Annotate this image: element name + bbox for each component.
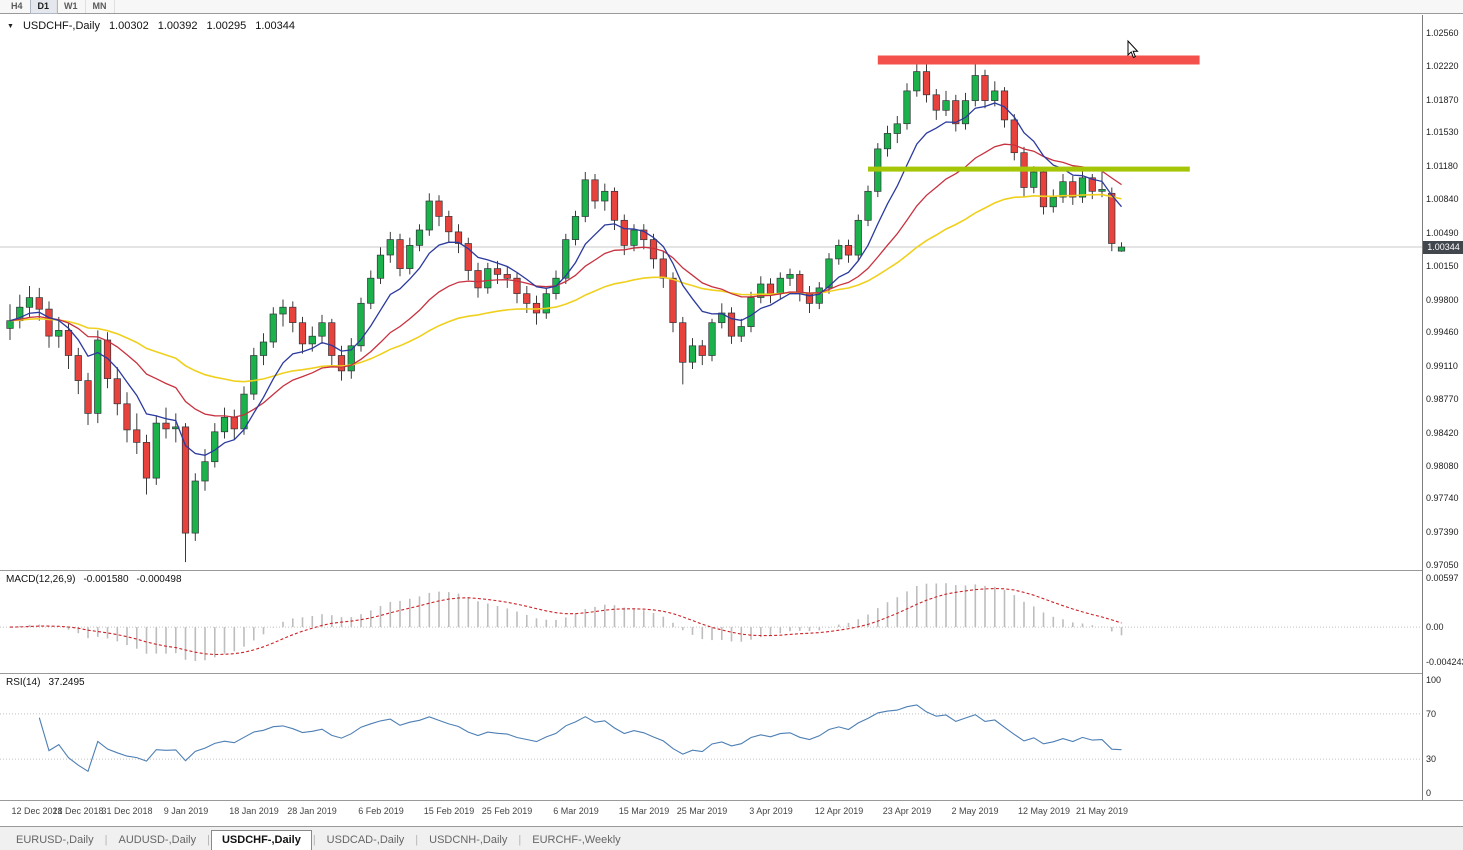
mouse-cursor [1127,39,1139,59]
date-axis-label: 6 Mar 2019 [553,806,599,816]
price-axis-label: 0.99110 [1426,361,1458,372]
chart-tab-audusd-daily[interactable]: AUDUSD-,Daily [118,834,197,846]
macd-axis-label: 0.00597 [1426,573,1459,583]
tab-divider: | [312,834,316,846]
rsi-value: 37.2495 [48,677,85,688]
rsi-label: RSI(14) 37.2495 [6,677,85,688]
date-axis-label: 9 Jan 2019 [163,806,209,816]
high-value: 1.00392 [157,20,198,32]
price-axis-label: 1.00150 [1426,260,1459,271]
macd-name: MACD(12,26,9) [6,574,76,585]
date-axis-label: 6 Feb 2019 [358,806,404,816]
low-value: 1.00295 [206,20,247,32]
chart-tab-bar: EURUSD-,Daily | AUDUSD-,Daily | USDCHF-,Dail… [0,827,1463,850]
current-price-badge: 1.00344 [1423,240,1463,254]
date-axis-label: 3 Apr 2019 [749,806,793,816]
date-axis-label: 25 Feb 2019 [481,806,533,816]
macd-main-value: -0.001580 [83,574,129,585]
price-axis-label: 1.02220 [1426,60,1459,71]
macd-plot[interactable] [0,571,1422,673]
panel-separator [0,673,1463,674]
price-axis[interactable]: 1.02560 1.02220 1.01870 1.01530 1.01180 1.008… [1422,15,1463,800]
candlestick-plot[interactable] [0,15,1422,570]
symbol-timeframe-label: USDCHF-,Daily [22,20,100,32]
rsi-plot[interactable] [0,674,1422,800]
main-chart-panel[interactable]: ▼ USDCHF-,Daily 1.00302 1.00392 1.00295 … [0,15,1422,570]
date-axis-label: 15 Mar 2019 [618,806,670,816]
open-value: 1.00302 [108,20,149,32]
date-axis-label: 31 Dec 2018 [101,806,153,816]
macd-axis-label: -0.004243 [1426,657,1463,667]
chart-tab-usdchf-daily[interactable]: USDCHF-,Daily [210,830,312,850]
price-axis-label: 0.97390 [1426,527,1459,538]
price-axis-label: 1.00490 [1426,227,1459,238]
price-axis-label: 0.98770 [1426,393,1459,404]
price-axis-label: 0.99800 [1426,294,1459,305]
macd-signal-value: -0.000498 [136,574,182,585]
macd-axis-label: 0.00 [1426,622,1444,633]
price-axis-label: 1.02560 [1426,28,1459,38]
date-axis-label: 12 Dec 2018 [11,806,63,816]
panel-separator [0,800,1463,801]
timeframe-button-w1[interactable]: W1 [57,0,86,13]
date-axis-label: 15 Feb 2019 [423,806,475,816]
chart-tab-eurusd-daily[interactable]: EURUSD-,Daily [16,834,94,846]
price-axis-label: 0.97740 [1426,493,1459,504]
date-axis-label: 18 Jan 2019 [229,806,279,816]
date-axis-label: 23 Apr 2019 [882,806,932,816]
close-value: 1.00344 [255,20,295,32]
tab-divider: | [518,834,522,846]
price-axis-label: 0.98420 [1426,427,1459,438]
timeframe-button-d1[interactable]: D1 [29,0,59,14]
price-axis-label: 1.01180 [1426,161,1458,172]
price-axis-label: 1.00840 [1426,194,1459,205]
price-axis-label: 1.01870 [1426,94,1459,105]
macd-label: MACD(12,26,9) -0.001580 -0.000498 [6,574,182,585]
chart-tab-usdcad-daily[interactable]: USDCAD-,Daily [326,834,405,846]
support-line [868,166,1190,172]
date-axis-label: 2 May 2019 [951,806,999,816]
chart-tab-usdcnh-daily[interactable]: USDCNH-,Daily [429,834,508,846]
symbol-dropdown-icon[interactable]: ▼ [7,22,14,30]
chart-tab-eurchf-weekly[interactable]: EURCHF-,Weekly [532,834,621,846]
date-axis-label: 12 May 2019 [1017,806,1071,816]
date-axis-label: 21 Dec 2018 [52,806,104,816]
timeframe-toolbar: H4 D1 W1 MN [0,0,1463,14]
date-axis[interactable]: 12 Dec 2018 21 Dec 2018 31 Dec 2018 9 Jan 2… [0,801,1422,826]
date-axis-label: 12 Apr 2019 [814,806,864,816]
rsi-name: RSI(14) [6,677,41,688]
rsi-axis-label: 100 [1426,675,1442,685]
price-axis-label: 0.98080 [1426,460,1459,471]
price-axis-label: 0.97050 [1426,560,1459,570]
tab-divider: | [207,834,210,846]
rsi-axis-label: 0 [1426,788,1432,798]
panel-separator [0,570,1463,571]
price-axis-label: 0.99460 [1426,327,1459,338]
tab-divider: | [104,834,108,846]
rsi-panel[interactable]: RSI(14) 37.2495 [0,674,1422,800]
timeframe-button-mn[interactable]: MN [86,0,115,13]
resistance-line [877,55,1200,65]
rsi-axis-label: 70 [1426,708,1437,719]
macd-panel[interactable]: MACD(12,26,9) -0.001580 -0.000498 [0,571,1422,673]
timeframe-button-h4[interactable]: H4 [4,0,31,13]
date-axis-label: 25 Mar 2019 [676,806,728,816]
tab-divider: | [415,834,419,846]
price-axis-label: 1.01530 [1426,127,1459,138]
rsi-axis-label: 30 [1426,754,1437,765]
date-axis-label: 28 Jan 2019 [287,806,337,816]
chart-title: ▼ USDCHF-,Daily 1.00302 1.00392 1.00295 … [7,20,295,32]
date-axis-label: 21 May 2019 [1075,806,1129,816]
panel-separator [0,826,1463,827]
